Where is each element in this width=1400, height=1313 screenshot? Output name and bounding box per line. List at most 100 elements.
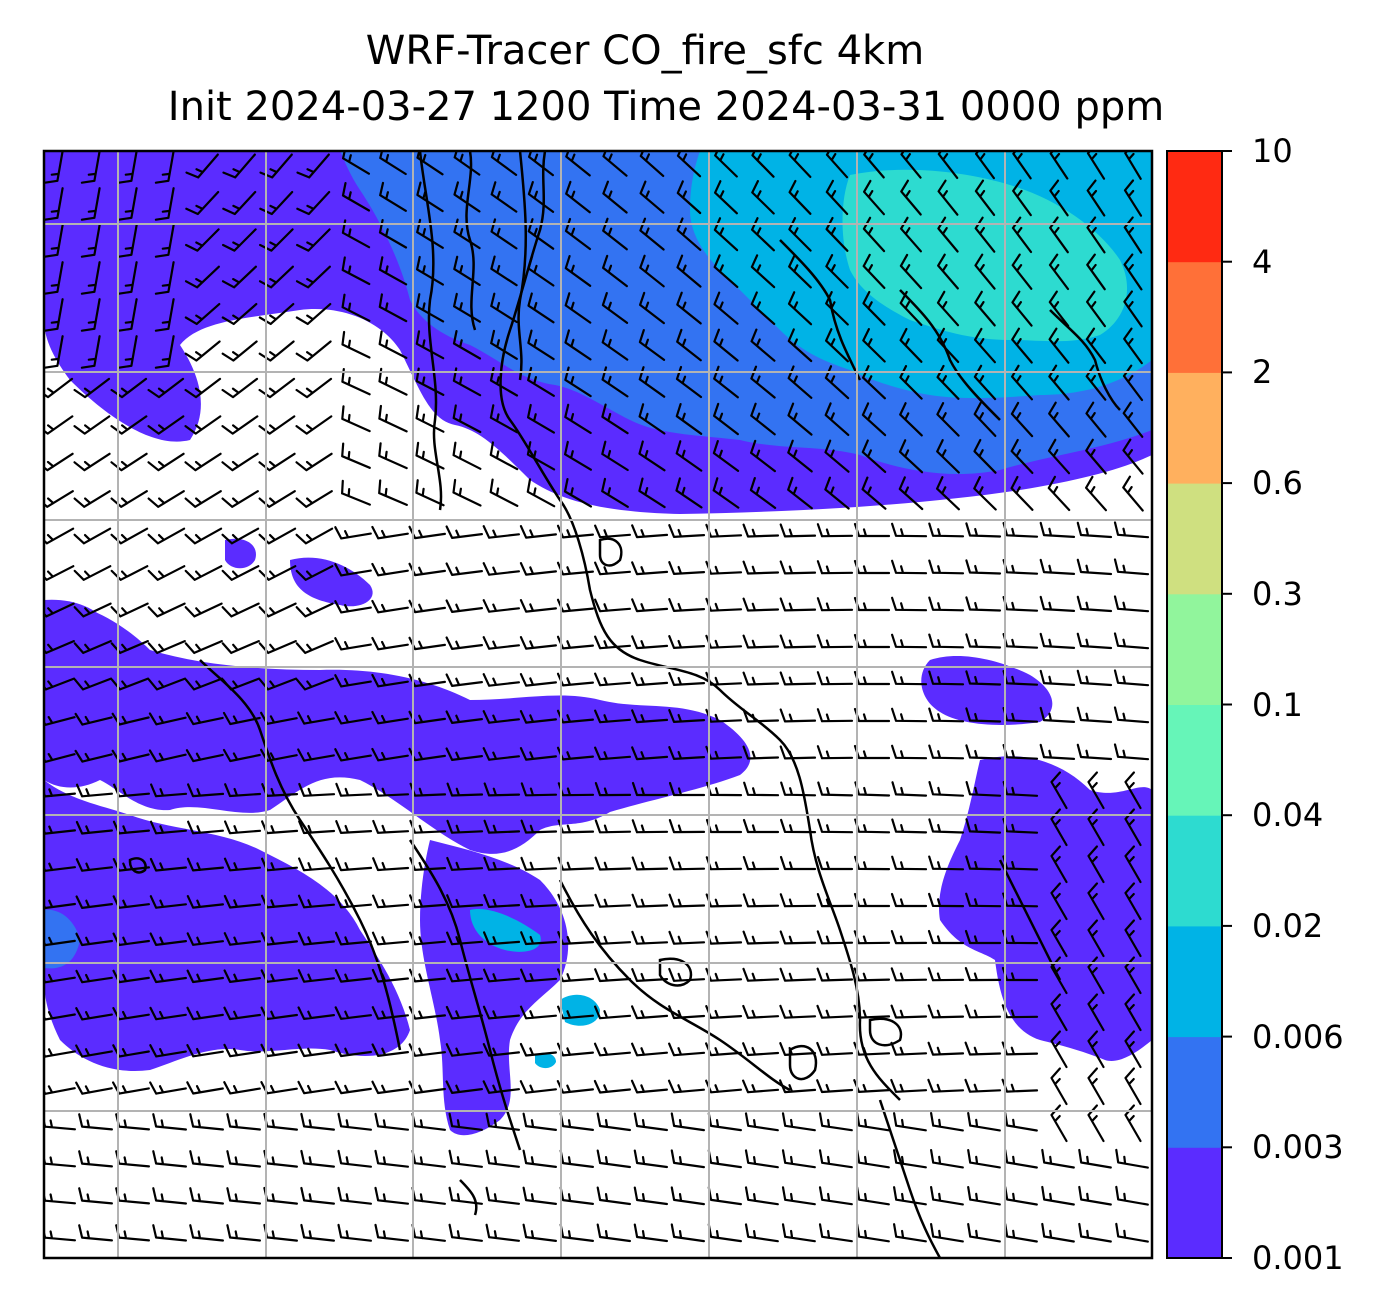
wind-barb <box>452 441 482 470</box>
colorbar-tick-label: 10 <box>1252 132 1293 170</box>
wind-barb <box>371 636 409 651</box>
wind-barb <box>189 1224 224 1242</box>
wind-barb <box>594 968 632 983</box>
wind-barb <box>781 1223 816 1243</box>
wind-barb <box>186 969 224 984</box>
co-region-islet-1 <box>225 538 256 569</box>
wind-barb <box>482 525 520 539</box>
wind-barb <box>779 1004 817 1019</box>
wind-barb <box>520 931 558 946</box>
wind-barb <box>334 600 372 614</box>
wind-barb <box>416 218 444 249</box>
wind-barb <box>371 599 409 614</box>
wind-barb <box>149 1006 187 1021</box>
wind-barb <box>638 329 666 361</box>
wind-barb <box>863 151 885 179</box>
wind-barb <box>816 1041 854 1056</box>
wind-barb <box>825 151 849 179</box>
wind-barb <box>415 404 445 433</box>
wind-barb <box>668 561 706 575</box>
wind-barb <box>1012 179 1032 217</box>
wind-barb <box>779 634 817 649</box>
wind-barb <box>1041 1222 1075 1243</box>
wind-barb <box>371 1043 409 1057</box>
wind-barb <box>80 261 101 295</box>
wind-barb <box>526 441 556 471</box>
wind-barb <box>1076 521 1113 539</box>
wind-barb <box>631 819 669 834</box>
wind-barb <box>825 254 849 289</box>
wind-barb <box>75 1007 113 1021</box>
wind-barb <box>147 527 186 545</box>
colorbar-segment <box>1167 261 1222 373</box>
wind-barb <box>1087 845 1105 884</box>
wind-barb <box>593 1042 631 1057</box>
wind-barb <box>334 674 372 688</box>
wind-barb <box>334 748 372 762</box>
wind-barb <box>371 673 409 688</box>
wind-barb <box>149 857 187 872</box>
wind-barb <box>482 710 520 724</box>
wind-barb <box>1039 632 1076 649</box>
wind-barb <box>295 490 333 508</box>
wind-barb <box>74 749 113 763</box>
wind-barb <box>787 439 813 473</box>
wind-barb <box>973 401 997 437</box>
wind-barb <box>416 255 444 286</box>
wind-barb <box>670 1223 705 1243</box>
wind-barb <box>519 599 557 613</box>
wind-barb <box>816 967 854 982</box>
wind-barb <box>862 253 886 289</box>
wind-barb <box>1078 1185 1112 1206</box>
map-frame <box>42 149 1154 1260</box>
wind-barb <box>816 855 854 871</box>
wind-barb <box>633 1149 668 1169</box>
wind-barb <box>415 367 445 396</box>
wind-barb <box>862 290 886 326</box>
wind-barb <box>967 1223 1001 1243</box>
wind-barb <box>1050 1067 1068 1106</box>
wind-barb <box>964 1004 1002 1019</box>
lat-lon-gridlines <box>44 151 1152 1258</box>
wind-barb <box>75 858 113 872</box>
wind-barb <box>519 1080 557 1094</box>
wind-barb <box>73 452 111 472</box>
wind-barb <box>1113 521 1150 539</box>
wind-barb <box>221 527 260 545</box>
co-region-south-central <box>420 840 569 1136</box>
wind-barb <box>1113 595 1150 613</box>
wind-barb <box>1085 438 1107 475</box>
wind-barb <box>930 1223 964 1243</box>
wind-barb <box>297 748 335 762</box>
wind-barb <box>372 857 410 872</box>
wind-barb <box>594 672 631 687</box>
wind-barb <box>117 335 138 369</box>
wind-barb <box>594 709 631 724</box>
wind-barb <box>371 1080 409 1095</box>
wind-barb <box>670 1149 705 1169</box>
wind-barb <box>334 1006 372 1020</box>
wind-barb <box>937 253 959 290</box>
wind-barb <box>1039 521 1076 538</box>
wind-barb <box>1039 706 1076 723</box>
wind-barb <box>1050 1030 1068 1069</box>
wind-barb <box>224 783 262 798</box>
wind-barb <box>890 892 928 908</box>
wind-barb <box>222 228 257 252</box>
wind-barb <box>713 291 739 325</box>
wind-barb <box>379 181 407 212</box>
wind-barb <box>184 452 222 472</box>
wind-barb <box>295 640 334 654</box>
wind-barb <box>891 522 928 538</box>
wind-barb <box>631 524 669 539</box>
wind-barb <box>779 855 817 871</box>
wind-barb <box>337 1112 372 1131</box>
wind-barb <box>482 1043 520 1057</box>
wind-barb <box>601 329 629 361</box>
wind-barb <box>519 673 557 687</box>
wind-barb <box>337 1186 372 1205</box>
wind-barb <box>482 1080 520 1094</box>
wind-barb <box>937 179 959 216</box>
wind-barb <box>519 747 557 761</box>
wind-barb <box>936 402 960 437</box>
